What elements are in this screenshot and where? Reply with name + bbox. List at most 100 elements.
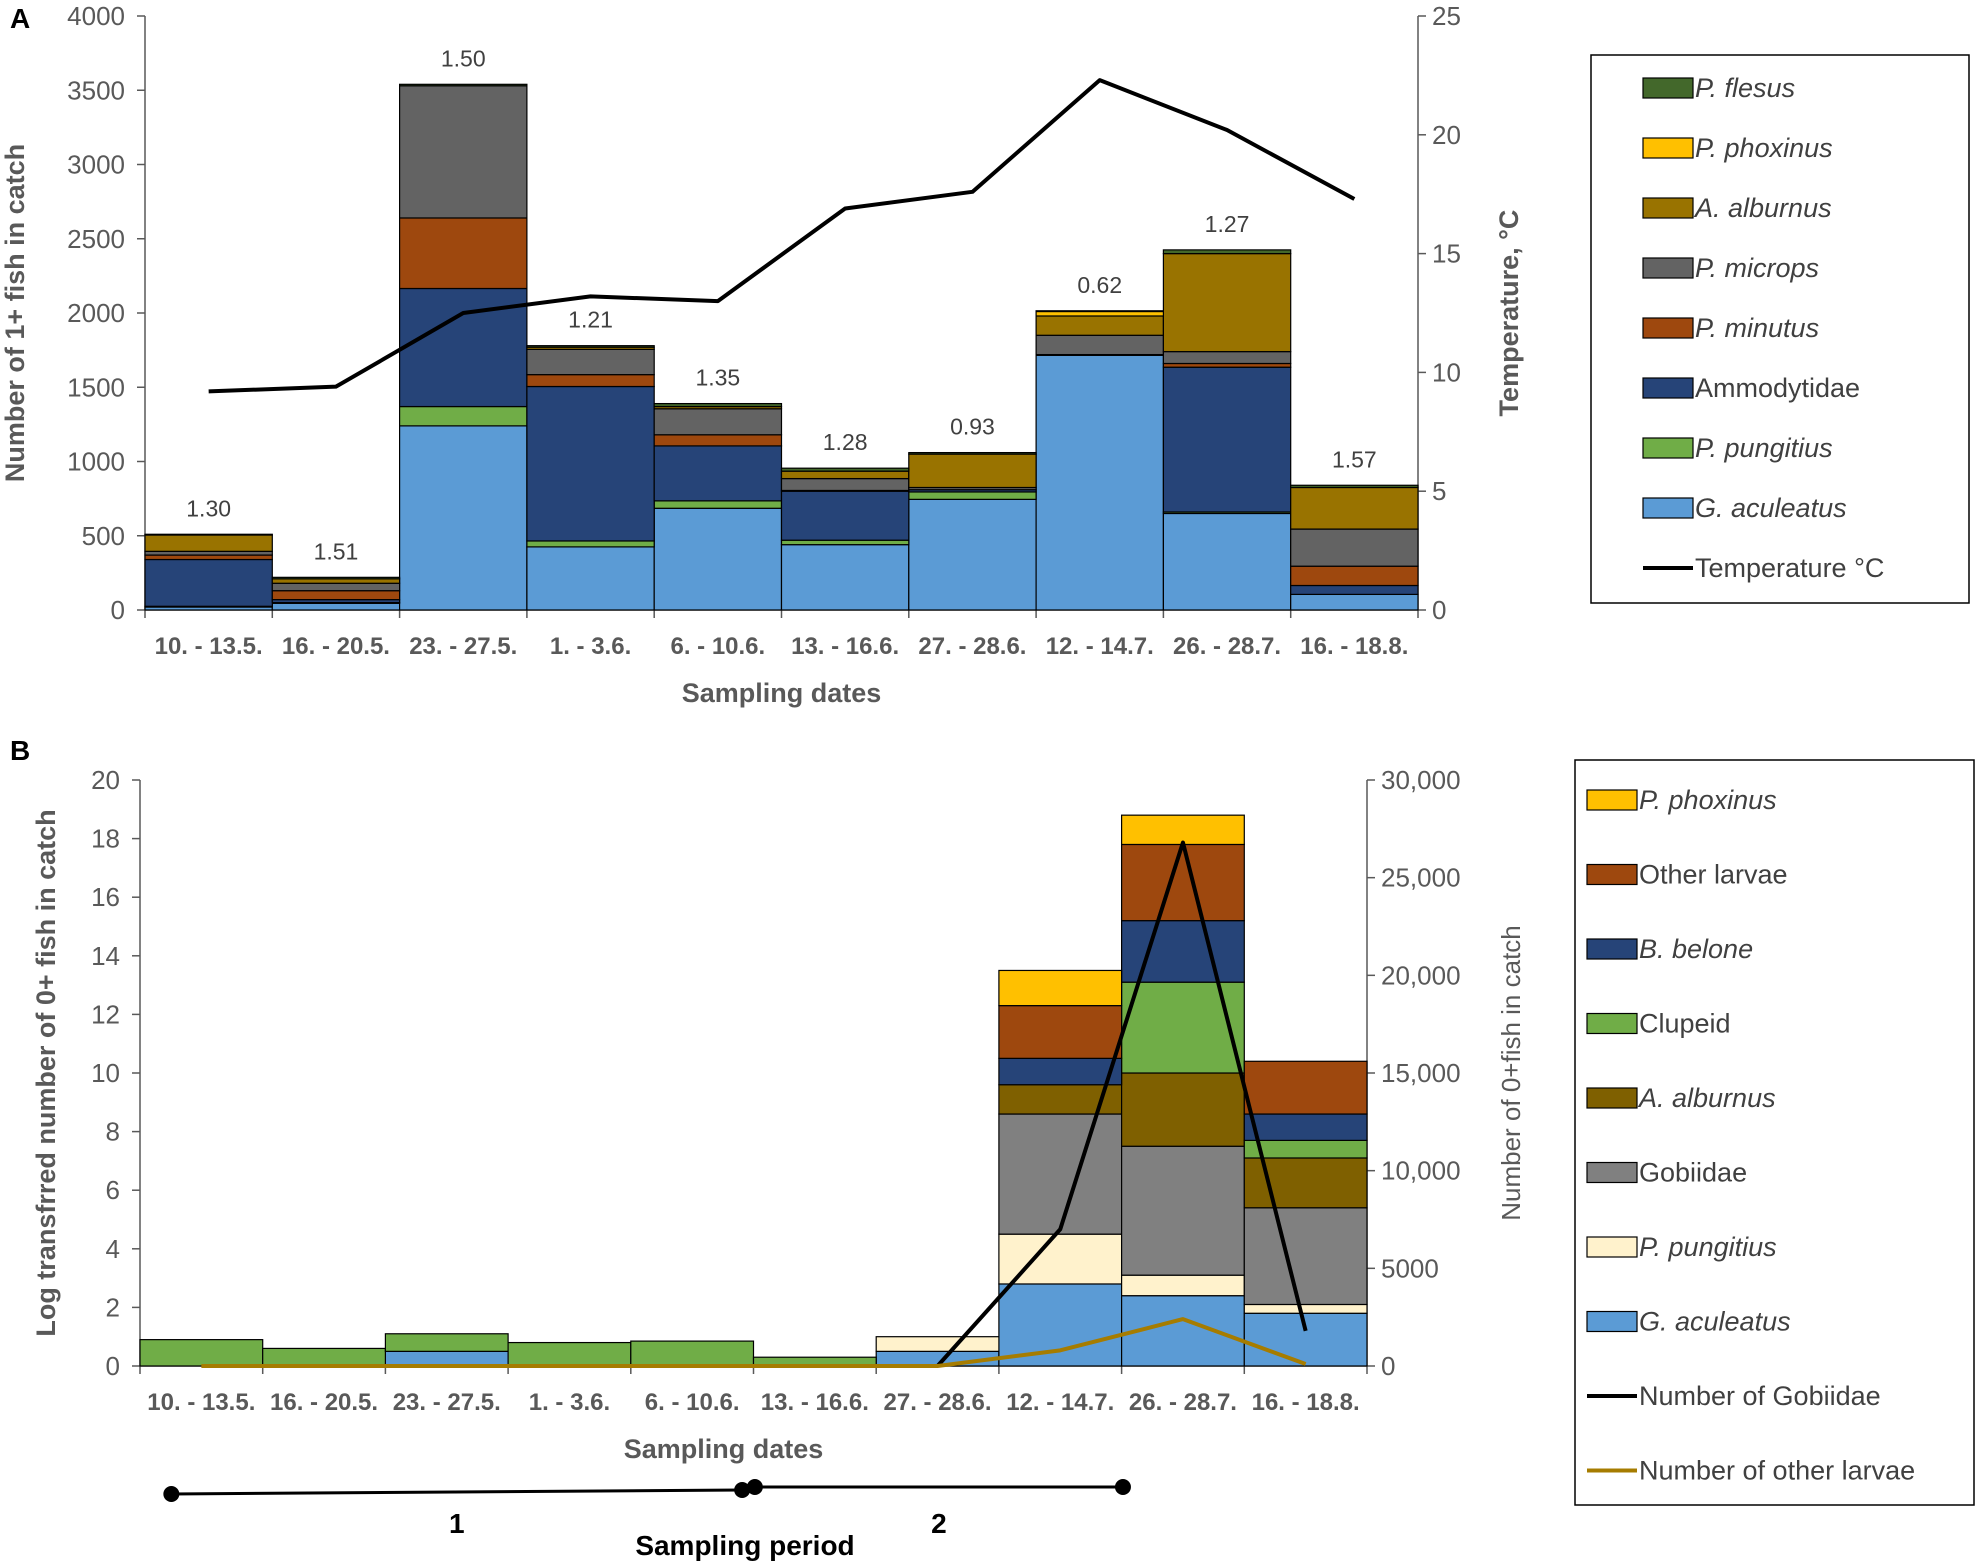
x-axis-title: Sampling dates bbox=[682, 678, 882, 708]
legend-swatch bbox=[1586, 1236, 1638, 1258]
legend-swatch bbox=[1586, 1161, 1638, 1184]
bar-segment-g-aculeatus bbox=[526, 546, 655, 611]
legend-swatch bbox=[1642, 77, 1694, 99]
y2-tick-label: 5 bbox=[1432, 476, 1446, 506]
bar-segment-p-phoxinus bbox=[1120, 814, 1245, 846]
x-axis-title: Sampling dates bbox=[624, 1434, 824, 1464]
bar-segment-b-belone bbox=[1243, 1113, 1368, 1141]
legend: P. phoxinus Other larvae B. belone Clupeid A… bbox=[1574, 759, 1975, 1506]
y-tick-label: 20 bbox=[91, 765, 120, 795]
bar-segment-p-microps bbox=[1035, 334, 1164, 356]
bar-segment-p-microps bbox=[653, 408, 783, 436]
bar-segment-p-microps bbox=[1290, 528, 1419, 567]
bar-segment-a-alburnus bbox=[908, 453, 1037, 489]
bar-segment-p-microps bbox=[399, 85, 528, 219]
y-tick-label: 0 bbox=[106, 1351, 120, 1381]
bar-segment-g-aculeatus bbox=[653, 507, 783, 611]
y2-tick-label: 10 bbox=[1432, 357, 1461, 387]
bar-segment-p-flesus bbox=[1162, 249, 1292, 255]
bar-segment-ammodytidae bbox=[653, 445, 783, 502]
bar-data-label: 1.28 bbox=[823, 429, 868, 455]
bar-segment-p-phoxinus bbox=[998, 969, 1123, 1007]
y2-tick-label: 5000 bbox=[1381, 1253, 1439, 1283]
bar-segment-a-alburnus bbox=[1162, 253, 1292, 353]
y2-tick-label: 25,000 bbox=[1381, 863, 1461, 893]
bar-segment-clupeid bbox=[139, 1339, 264, 1367]
y-tick-label: 1500 bbox=[67, 372, 125, 402]
y-tick-label: 2000 bbox=[67, 298, 125, 328]
bar-segment-p-minutus bbox=[653, 434, 783, 447]
period-end-dot bbox=[734, 1482, 751, 1498]
y-tick-label: 2 bbox=[106, 1292, 120, 1322]
bar-data-label: 0.62 bbox=[1077, 272, 1122, 298]
y-tick-label: 6 bbox=[106, 1175, 120, 1205]
x-tick-label: 13. - 16.6. bbox=[761, 1389, 869, 1416]
legend-swatch bbox=[1642, 317, 1694, 339]
x-tick-label: 1. - 3.6. bbox=[550, 633, 631, 660]
bar-segment-a-alburnus bbox=[1290, 486, 1419, 530]
x-tick-label: 6. - 10.6. bbox=[645, 1389, 740, 1416]
bar-segment-p-flesus bbox=[780, 467, 910, 472]
bar-segment-p-microps bbox=[780, 477, 910, 492]
y-tick-label: 3000 bbox=[67, 150, 125, 180]
bar-segment-g-aculeatus bbox=[399, 425, 528, 611]
panel-label: B bbox=[10, 735, 30, 766]
bar-segment-a-alburnus bbox=[780, 470, 910, 480]
bar-segment-p-minutus bbox=[144, 554, 273, 561]
legend-item-label: P. pungitius bbox=[1695, 433, 1833, 463]
x-tick-label: 12. - 14.7. bbox=[1046, 633, 1154, 660]
legend-item-label: Other larvae bbox=[1639, 860, 1788, 890]
y-tick-label: 18 bbox=[91, 824, 120, 854]
bar-data-label: 1.35 bbox=[695, 365, 740, 391]
y-tick-label: 8 bbox=[106, 1117, 120, 1147]
period-start-dot bbox=[746, 1479, 763, 1495]
panel-label: A bbox=[10, 3, 30, 34]
bar-data-label: 1.51 bbox=[314, 538, 359, 564]
x-tick-label: 23. - 27.5. bbox=[393, 1389, 501, 1416]
y2-tick-label: 15 bbox=[1432, 239, 1461, 269]
legend-item-label: A. alburnus bbox=[1637, 1083, 1776, 1113]
bar-segment-g-aculeatus bbox=[1243, 1312, 1368, 1367]
legend-item-label: Ammodytidae bbox=[1695, 373, 1860, 403]
bar-segment-p-microps bbox=[526, 348, 655, 376]
bar-segment-clupeid bbox=[630, 1340, 755, 1367]
legend-item-label: Gobiidae bbox=[1639, 1158, 1747, 1188]
bar-segment-p-flesus bbox=[144, 533, 273, 536]
legend-box bbox=[1574, 759, 1975, 1506]
bar-segment-g-aculeatus bbox=[1035, 354, 1164, 611]
period-end-dot bbox=[1114, 1479, 1131, 1495]
legend-item-label: P. microps bbox=[1695, 253, 1819, 283]
x-tick-label: 16. - 18.8. bbox=[1300, 633, 1408, 660]
y-tick-label: 3500 bbox=[67, 75, 125, 105]
y-tick-label: 10 bbox=[91, 1058, 120, 1088]
x-tick-label: 16. - 20.5. bbox=[282, 633, 390, 660]
legend-item-label: Clupeid bbox=[1639, 1009, 1731, 1039]
bar-segment-p-pungitius bbox=[1243, 1303, 1368, 1314]
y-tick-label: 1000 bbox=[67, 447, 125, 477]
x-tick-label: 12. - 14.7. bbox=[1006, 1389, 1114, 1416]
bar-segment-p-microps bbox=[1162, 351, 1292, 365]
bar-data-label: 1.30 bbox=[186, 495, 231, 521]
bar-segment-ammodytidae bbox=[780, 490, 910, 541]
y-axis-title: Log transfrred number of 0+ fish in catc… bbox=[31, 809, 61, 1336]
legend-swatch bbox=[1586, 1087, 1638, 1109]
bar-segment-clupeid bbox=[384, 1333, 509, 1352]
bar-segment-g-aculeatus bbox=[271, 602, 401, 611]
bar-segment-clupeid bbox=[1120, 981, 1245, 1074]
series-line-number-of-other-larvae bbox=[201, 1317, 1307, 1368]
period-label: 1 bbox=[449, 1508, 465, 1539]
bar-segment-p-minutus bbox=[271, 590, 401, 601]
y2-tick-label: 30,000 bbox=[1381, 765, 1461, 795]
bar-segment-a-alburnus bbox=[1035, 315, 1164, 336]
series-line-number-of-gobiidae bbox=[936, 840, 1308, 1368]
y-axis-title: Number of 1+ fish in catch bbox=[0, 144, 30, 482]
sampling-period-title: Sampling period bbox=[635, 1530, 854, 1561]
chart-panel-b: B024681012141618200500010,00015,00020,00… bbox=[10, 735, 1975, 1561]
legend-item-label: Number of Gobiidae bbox=[1639, 1381, 1881, 1411]
legend-item-label: Temperature °C bbox=[1695, 553, 1884, 583]
bar-segment-ammodytidae bbox=[1162, 366, 1292, 513]
y2-tick-label: 0 bbox=[1381, 1351, 1395, 1381]
bar-segment-clupeid bbox=[262, 1347, 387, 1367]
bar-data-label: 1.21 bbox=[568, 307, 613, 333]
